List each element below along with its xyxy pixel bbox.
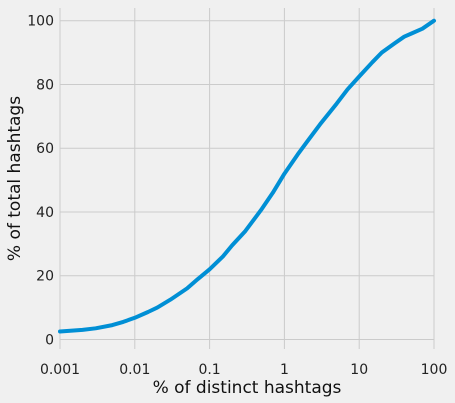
- tick-labels: 0.001 0.01 0.1 1 10 100 0 20 40 60 80 100: [27, 14, 447, 378]
- y-tick-label: 20: [36, 269, 54, 285]
- y-tick-label: 100: [27, 14, 54, 30]
- y-tick-label: 60: [36, 141, 54, 157]
- grid: [59, 8, 435, 349]
- y-tick-label: 40: [36, 205, 54, 221]
- series-line-0: [58, 18, 436, 334]
- y-axis-label: % of total hashtags: [5, 96, 25, 261]
- x-tick-label: 10: [350, 362, 368, 378]
- x-axis-label: % of distinct hashtags: [153, 378, 342, 398]
- y-tick-label: 80: [36, 77, 54, 93]
- x-tick-label: 0.01: [119, 362, 150, 378]
- series-layer: [58, 18, 436, 334]
- x-tick-label: 100: [421, 362, 448, 378]
- x-tick-label: 0.001: [40, 362, 80, 378]
- x-tick-label: 0.1: [198, 362, 220, 378]
- y-tick-label: 0: [45, 332, 54, 348]
- x-tick-label: 1: [280, 362, 289, 378]
